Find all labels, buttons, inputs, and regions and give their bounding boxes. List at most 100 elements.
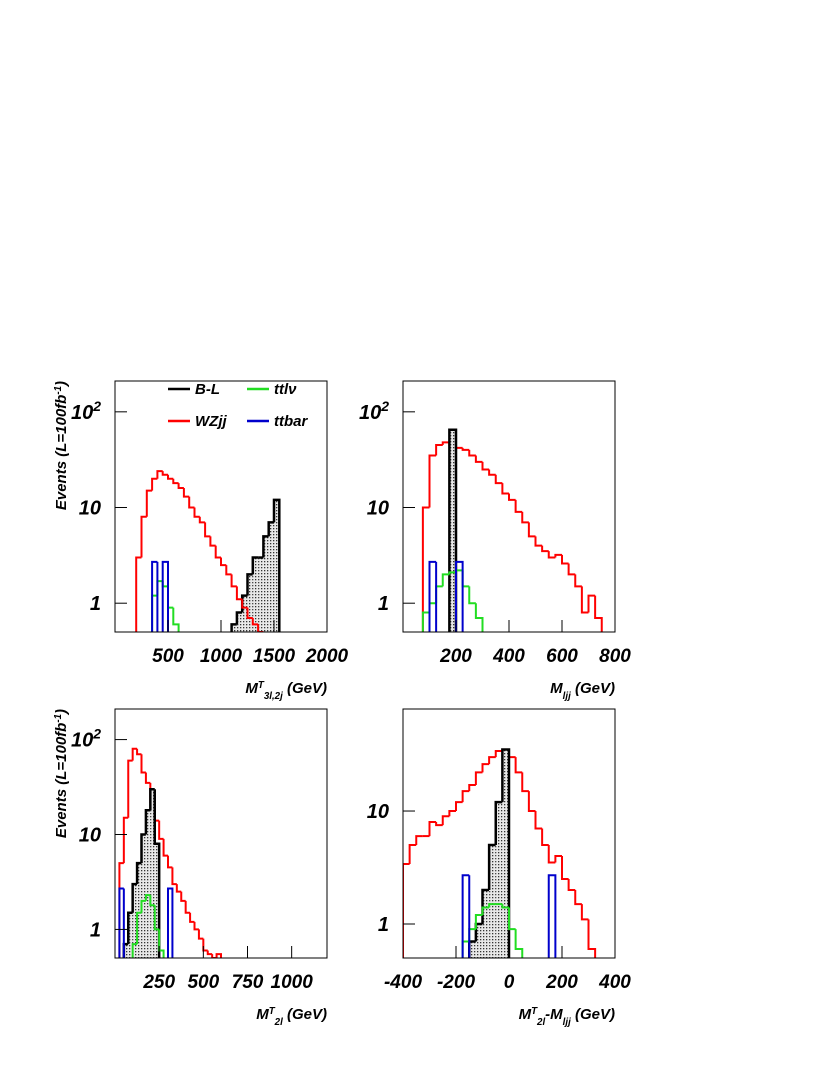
series	[448, 428, 458, 632]
x-tick-label: -200	[437, 972, 475, 993]
bin-fill	[247, 574, 253, 632]
bin-step	[435, 821, 443, 827]
bin-step	[474, 914, 483, 930]
bin-step	[263, 632, 268, 642]
bin-step	[161, 471, 168, 476]
series	[428, 560, 464, 632]
bin-step	[448, 810, 456, 817]
label-part: 2l	[274, 1017, 283, 1028]
series	[118, 887, 174, 958]
x-tick-label: -400	[384, 972, 422, 993]
label-part: M	[550, 680, 563, 697]
plot-area	[118, 747, 222, 958]
bin-step	[177, 483, 184, 489]
bin-step	[461, 874, 470, 958]
plot-area	[403, 748, 597, 958]
bin-step	[488, 469, 496, 476]
series	[131, 894, 165, 958]
bin-step	[167, 887, 174, 958]
label-part: (GeV)	[283, 1006, 327, 1023]
bin-step	[230, 574, 237, 588]
x-tick-label: 400	[598, 972, 631, 993]
bin-step	[547, 874, 557, 958]
bin-step	[580, 586, 589, 614]
bin-step	[188, 496, 195, 509]
bin-step	[149, 787, 155, 811]
bin-step	[474, 771, 483, 785]
bin-step	[198, 516, 206, 524]
y-tick-label: 10	[367, 801, 389, 823]
label-part: )	[53, 709, 70, 716]
bin-step	[262, 535, 269, 558]
bin-step	[435, 561, 438, 632]
label-part: 1	[378, 914, 389, 936]
y-tick-label: 1	[378, 914, 389, 936]
bin-step	[567, 879, 576, 891]
bin-step	[521, 772, 529, 793]
series	[151, 560, 169, 632]
bin-step	[246, 573, 253, 596]
bin-step	[145, 489, 153, 517]
x-tick-label: 800	[599, 646, 631, 667]
bin-step	[193, 507, 200, 518]
x-tick-label: 2000	[305, 646, 349, 667]
bin-fill	[132, 884, 138, 958]
bin-step	[474, 455, 483, 463]
x-axis-label: Mljj (GeV)	[550, 680, 615, 702]
bin-step	[136, 911, 142, 945]
y-axis-label: Events (L=100fb-1)	[53, 709, 71, 838]
label-part: 2l	[536, 1017, 545, 1028]
bin-step	[455, 560, 464, 632]
bin-step	[468, 783, 476, 792]
bin-step	[494, 800, 503, 846]
bin-step	[135, 556, 142, 632]
bin-step	[189, 912, 195, 923]
bin-step	[441, 441, 450, 446]
label-part: T	[531, 1006, 538, 1017]
bin-step	[149, 895, 155, 907]
y-tick-label: 10	[79, 498, 101, 520]
bin-step	[428, 820, 437, 837]
bin-step	[251, 618, 259, 626]
bin-step	[272, 498, 281, 632]
bin-step	[487, 843, 496, 890]
legend-label: B-L	[195, 381, 220, 398]
bin-step	[193, 921, 199, 931]
bin-step	[501, 748, 511, 958]
bin-step	[122, 888, 125, 958]
bin-step	[416, 641, 423, 642]
bin-step	[527, 522, 536, 538]
y-tick-label: 102	[71, 726, 101, 752]
label-part: M	[245, 680, 258, 697]
plot-area	[135, 470, 281, 642]
label-part: 10	[79, 498, 101, 520]
y-tick-label: 1	[90, 919, 101, 941]
bin-step	[153, 789, 161, 958]
bin-step	[587, 919, 597, 958]
bin-step	[574, 889, 582, 906]
x-tick-label: 400	[492, 646, 525, 667]
label-part: 10	[367, 801, 389, 823]
bin-step	[144, 809, 151, 835]
label-part: 1	[90, 919, 101, 941]
bin-step	[180, 891, 186, 902]
x-axis-label: MT2l-Mljj (GeV)	[519, 1006, 615, 1028]
bin-step	[172, 478, 179, 485]
bin-step	[461, 790, 470, 803]
bin-step	[215, 953, 222, 958]
bin-step	[541, 828, 549, 847]
label-part: -1	[53, 714, 64, 723]
bin-step	[561, 554, 569, 565]
label-part: 2	[380, 398, 389, 414]
bin-step	[118, 887, 124, 958]
bin-step	[455, 801, 463, 812]
bin-step	[162, 838, 168, 857]
series	[122, 787, 161, 958]
bin-step	[214, 545, 221, 559]
x-tick-label: 250	[142, 972, 175, 993]
label-part: 10	[359, 402, 381, 424]
bin-step	[403, 862, 410, 958]
